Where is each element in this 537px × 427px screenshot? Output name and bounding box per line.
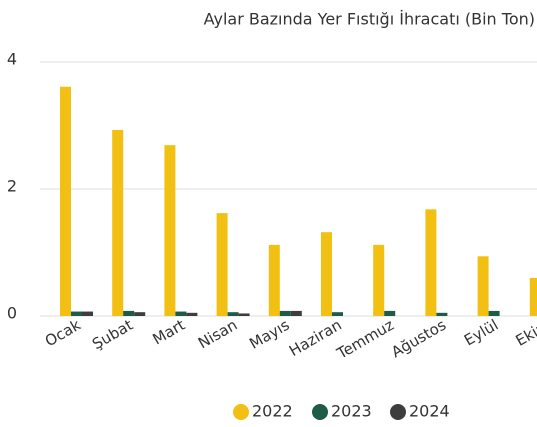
bar xyxy=(279,310,291,316)
legend-label: 2024 xyxy=(409,402,450,421)
x-tick-label: Temmuz xyxy=(333,316,397,363)
legend-marker xyxy=(233,404,249,420)
bar xyxy=(332,312,343,316)
bar xyxy=(488,310,500,316)
bar xyxy=(123,310,135,316)
bar xyxy=(384,310,396,316)
bar xyxy=(529,277,537,316)
x-tick-label: Eylül xyxy=(461,316,501,350)
y-tick-label: 4 xyxy=(7,50,17,69)
bar xyxy=(134,312,146,316)
x-tick-label: Ocak xyxy=(42,316,84,351)
legend-marker xyxy=(390,404,406,420)
bar xyxy=(373,244,385,316)
bar xyxy=(60,86,71,316)
x-tick-label: Nisan xyxy=(195,316,240,353)
y-tick-label: 2 xyxy=(7,177,17,196)
bar xyxy=(425,209,437,316)
plot: 0 2 4 Ocak Şubat Mart Nisan MayısHaziranTemmuzA… xyxy=(7,50,537,363)
bar xyxy=(186,312,198,316)
x-tick-label: Haziran xyxy=(286,316,345,360)
x-tick-label: Mayıs xyxy=(246,316,292,353)
legend-label: 2022 xyxy=(252,402,293,421)
chart-title: Aylar Bazında Yer Fıstığı İhracatı (Bin … xyxy=(204,10,535,29)
y-tick-label: 0 xyxy=(7,304,17,323)
bar xyxy=(216,213,228,316)
bar xyxy=(227,312,239,316)
bar xyxy=(436,312,448,316)
legend-marker xyxy=(312,404,328,420)
bar xyxy=(290,310,302,316)
x-tick-label: Mart xyxy=(150,316,189,349)
x-tick-label: Ekim xyxy=(513,316,537,350)
bar xyxy=(175,311,187,316)
bar xyxy=(112,129,124,316)
bar xyxy=(71,311,82,316)
x-tick-label: Ağustos xyxy=(388,316,449,362)
bar xyxy=(477,256,489,316)
x-tick-label: Şubat xyxy=(89,316,136,353)
bar xyxy=(82,311,93,316)
bar xyxy=(268,244,280,316)
bar xyxy=(238,313,250,316)
legend-label: 2023 xyxy=(331,402,372,421)
bar xyxy=(321,232,332,316)
bar xyxy=(164,145,176,316)
